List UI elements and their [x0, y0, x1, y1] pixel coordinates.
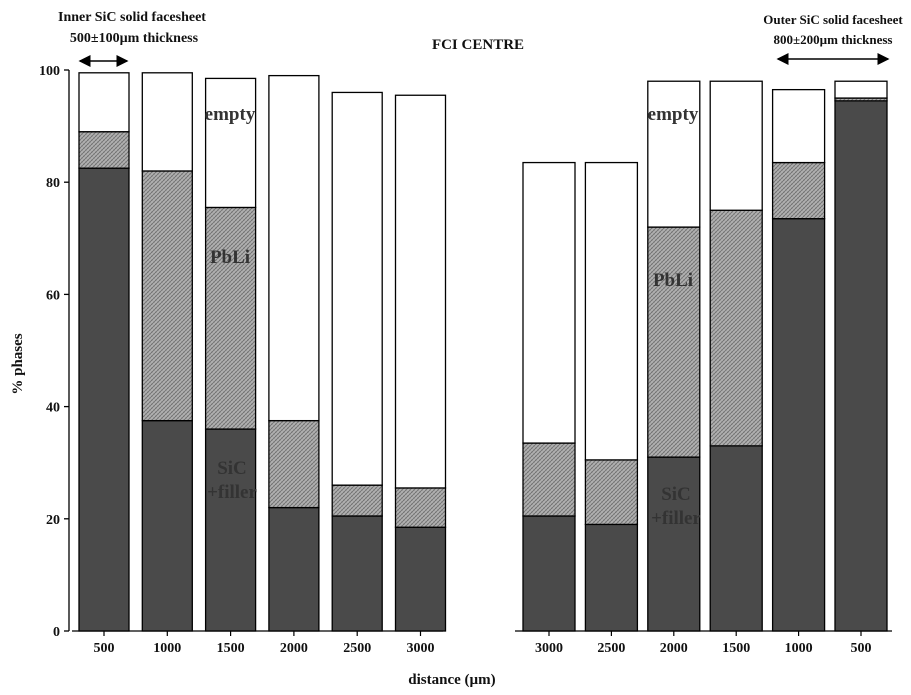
x-tick-label: 1000 — [785, 641, 813, 656]
y-tick-label: 0 — [53, 625, 60, 640]
y-tick-label: 100 — [39, 64, 60, 79]
annotation-sic-left-1: SiC — [217, 458, 247, 479]
inner-region-label: Inner SiC solid facesheet 500±100µm thic… — [58, 10, 206, 67]
outer-region-title: Outer SiC solid facesheet — [763, 12, 903, 27]
bar-segment-empty — [834, 80, 888, 99]
bar-segment-pbli — [204, 206, 257, 430]
bar-segment-empty — [204, 77, 257, 209]
bars — [72, 72, 892, 632]
bar-segment-empty — [394, 94, 447, 489]
bar-segment-pbli — [331, 484, 383, 517]
bar-segment-pbli — [647, 226, 701, 458]
bar-segment-pbli — [709, 209, 763, 447]
x-tick-label: 2000 — [280, 641, 308, 656]
bar-segment-empty — [78, 72, 130, 133]
x-axis-label: distance (µm) — [408, 672, 495, 688]
annotation-empty-right: empty — [648, 104, 699, 125]
bar-segment-empty — [268, 74, 320, 422]
annotation-pbli-right: PbLi — [653, 270, 693, 291]
y-tick-label: 60 — [46, 288, 60, 303]
bar-segment-sic — [522, 515, 576, 632]
bar-segment-sic — [584, 523, 639, 632]
bar-segment-pbli — [78, 131, 130, 169]
inner-region-subtitle: 500±100µm thickness — [70, 31, 199, 46]
bar-segment-empty — [771, 88, 826, 164]
chart-title: FCI CENTRE — [432, 37, 524, 53]
y-tick-label: 20 — [46, 513, 60, 528]
phase-annotations: empty PbLi SiC +filler empty PbLi SiC +f… — [205, 104, 702, 529]
annotation-sic-left-2: +filler — [207, 482, 257, 503]
bar-segment-sic — [709, 445, 763, 632]
bar-segment-sic — [394, 526, 447, 632]
x-tick-label: 1500 — [722, 641, 750, 656]
bar-segment-empty — [522, 161, 576, 444]
y-tick-label: 40 — [46, 401, 60, 416]
annotation-empty-left: empty — [205, 104, 256, 125]
bar-segment-empty — [331, 91, 383, 486]
x-tick-label: 1000 — [153, 641, 181, 656]
bar-segment-pbli — [394, 487, 447, 528]
bar-segment-pbli — [141, 170, 193, 422]
annotation-pbli-left: PbLi — [210, 247, 250, 268]
inner-region-title: Inner SiC solid facesheet — [58, 10, 206, 25]
outer-region-label: Outer SiC solid facesheet 800±200µm thic… — [763, 12, 903, 65]
bar-segment-pbli — [771, 161, 826, 220]
annotation-sic-right-2: +filler — [651, 508, 701, 529]
bar-segment-pbli — [268, 419, 320, 509]
x-tick-label: 2000 — [660, 641, 688, 656]
x-tick-label: 2500 — [343, 641, 371, 656]
annotation-sic-right-1: SiC — [661, 484, 691, 505]
bar-segment-empty — [709, 80, 763, 211]
bar-segment-pbli — [522, 442, 576, 517]
bar-segment-empty — [584, 161, 639, 461]
outer-region-subtitle: 800±200µm thickness — [774, 32, 893, 47]
y-axis: 0 20 40 60 80 100 — [39, 64, 70, 640]
bar-segment-sic — [771, 218, 826, 632]
x-tick-labels: 500 1000 1500 2000 2500 3000 3000 2500 2000 1500 1… — [94, 631, 872, 656]
bar-segment-sic — [647, 456, 701, 632]
bar-segment-sic — [78, 167, 130, 632]
y-axis-label: % phases — [10, 333, 26, 394]
x-tick-label: 1500 — [217, 641, 245, 656]
bar-segment-sic — [834, 100, 888, 632]
x-tick-label: 3000 — [535, 641, 563, 656]
bar-segment-sic — [331, 515, 383, 632]
y-tick-label: 80 — [46, 176, 60, 191]
bar-segment-sic — [268, 506, 320, 632]
x-tick-label: 2500 — [597, 641, 625, 656]
x-tick-label: 500 — [94, 641, 115, 656]
bar-segment-empty — [141, 72, 193, 172]
bar-segment-empty — [647, 80, 701, 228]
bar-segment-sic — [141, 419, 193, 632]
x-tick-label: 500 — [851, 641, 872, 656]
x-tick-label: 3000 — [407, 641, 435, 656]
bar-segment-pbli — [584, 459, 639, 526]
